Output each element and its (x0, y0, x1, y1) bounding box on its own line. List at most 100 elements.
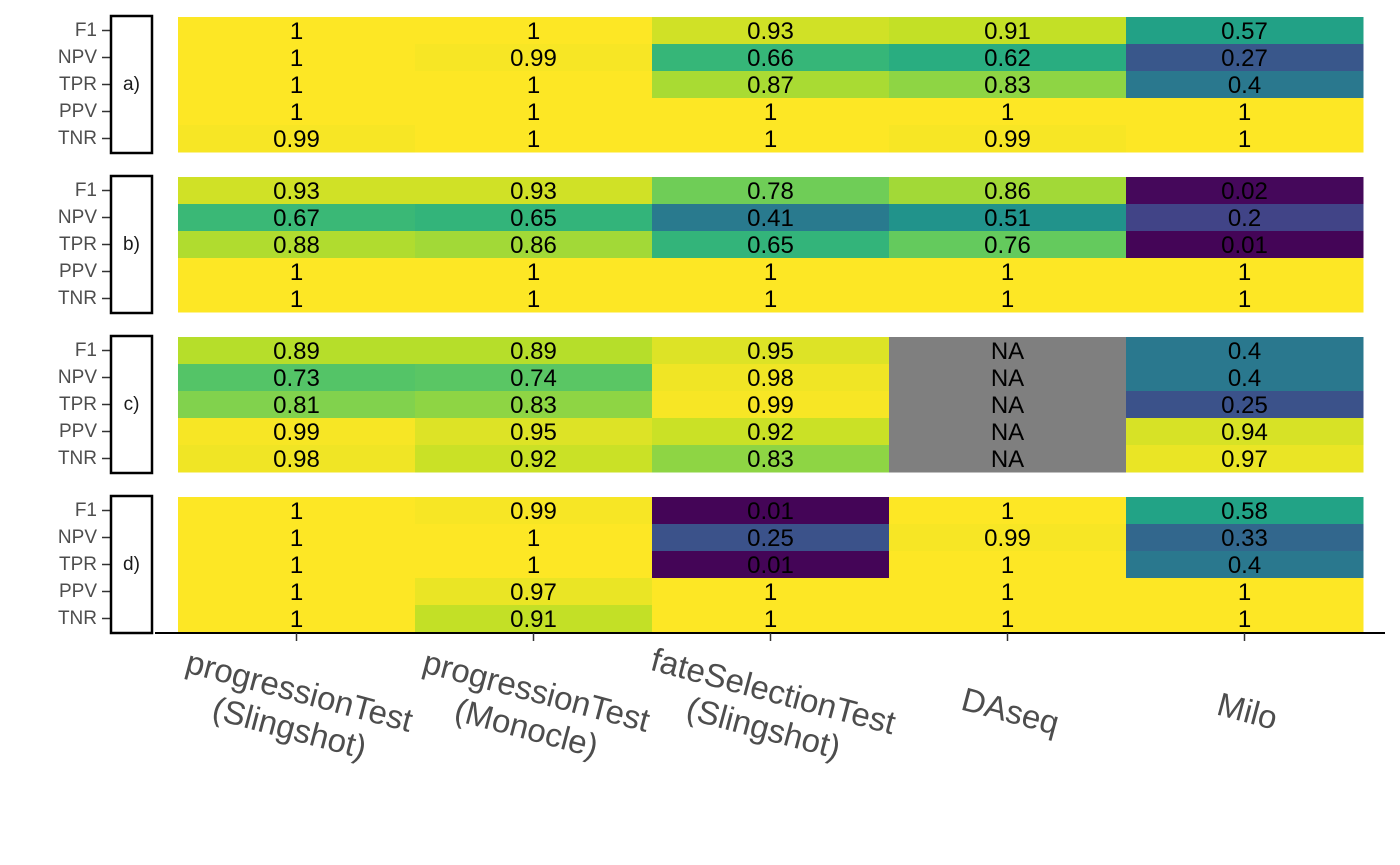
row-label: NPV (58, 367, 97, 388)
heatmap-cell (415, 551, 653, 579)
heatmap-cell (652, 418, 890, 446)
cell-value-label: 0.67 (273, 205, 320, 232)
cell-value-label: 0.93 (747, 18, 794, 45)
heatmap-cell (1126, 605, 1364, 633)
cell-value-label: 0.58 (1221, 498, 1268, 525)
x-tick-label: DAseq (958, 680, 1063, 741)
heatmap-cell (889, 551, 1127, 579)
heatmap-cell (889, 445, 1127, 473)
cell-value-label: 1 (290, 579, 303, 606)
cell-value-label: 1 (1238, 259, 1251, 286)
cell-value-label: 0.41 (747, 205, 794, 232)
panel-label: b) (123, 234, 140, 255)
heatmap-cell (415, 231, 653, 259)
heatmap-cell (889, 285, 1127, 313)
cell-value-label: 0.95 (747, 338, 794, 365)
heatmap-cell (652, 285, 890, 313)
row-label: NPV (58, 207, 97, 228)
cell-value-label: 1 (290, 606, 303, 633)
heatmap-cell (178, 524, 416, 552)
heatmap-cell (415, 418, 653, 446)
cell-value-label: 0.91 (510, 606, 557, 633)
heatmap-cell (652, 578, 890, 606)
heatmap-cell (178, 605, 416, 633)
cell-value-label: 1 (527, 525, 540, 552)
heatmap-cell (178, 71, 416, 99)
cell-value-label: 0.4 (1228, 365, 1261, 392)
cell-value-label: 0.89 (510, 338, 557, 365)
heatmap-cell (652, 524, 890, 552)
heatmap-cell (1126, 258, 1364, 286)
heatmap-cell (178, 177, 416, 205)
cell-value-label: 1 (290, 45, 303, 72)
heatmap-cell (178, 337, 416, 365)
row-label: NPV (58, 527, 97, 548)
cell-value-label: 1 (527, 99, 540, 126)
heatmap-cell (178, 285, 416, 313)
cell-value-label: 1 (764, 126, 777, 153)
row-label: TNR (58, 448, 97, 469)
heatmap-cell (415, 364, 653, 392)
row-label: TNR (58, 608, 97, 629)
cell-value-label: 0.4 (1228, 338, 1261, 365)
heatmap-cell (415, 391, 653, 419)
heatmap-cell (652, 44, 890, 72)
heatmap-cell (1126, 578, 1364, 606)
cell-value-label: 1 (1001, 259, 1014, 286)
cell-value-label: 1 (290, 72, 303, 99)
row-label: F1 (75, 500, 97, 521)
heatmap-cell (178, 418, 416, 446)
cell-value-label: 0.74 (510, 365, 557, 392)
cell-value-label: 0.92 (747, 419, 794, 446)
cell-value-label: 0.57 (1221, 18, 1268, 45)
heatmap-cell (889, 497, 1127, 525)
cell-value-label: 0.86 (510, 232, 557, 259)
cell-value-label: 1 (1238, 99, 1251, 126)
cell-value-label: 0.99 (510, 45, 557, 72)
heatmap-cell (415, 98, 653, 126)
heatmap-cell (1126, 364, 1364, 392)
heatmap-cell (415, 578, 653, 606)
heatmap-cell (178, 17, 416, 45)
cell-value-label: 0.25 (747, 525, 794, 552)
cell-value-label: 1 (1001, 579, 1014, 606)
cell-value-label: 0.86 (984, 178, 1031, 205)
cell-value-label: 1 (764, 259, 777, 286)
heatmap-cell (1126, 71, 1364, 99)
cell-value-label: 1 (1238, 579, 1251, 606)
heatmap-cell (415, 177, 653, 205)
cell-value-label: 0.62 (984, 45, 1031, 72)
heatmap-cell (652, 98, 890, 126)
cell-value-label: 1 (527, 552, 540, 579)
heatmap-cell (1126, 551, 1364, 579)
heatmap-cell (178, 204, 416, 232)
heatmap-cell (889, 17, 1127, 45)
panel-strip (109, 14, 154, 155)
heatmap-cell (652, 364, 890, 392)
cell-value-label: 1 (290, 525, 303, 552)
heatmap-cell (178, 497, 416, 525)
heatmap-cell (652, 71, 890, 99)
heatmap-cell (1126, 177, 1364, 205)
panel-b: 0.93 0.93 0.78 0.86 0.020.67 0.65 0.41 0.51 0.20… (58, 174, 1364, 315)
cell-value-label: 0.4 (1228, 552, 1261, 579)
cell-value-label: 0.81 (273, 392, 320, 419)
heatmap-cell (1126, 418, 1364, 446)
cell-value-label: 1 (290, 18, 303, 45)
cell-value-label: 0.99 (747, 392, 794, 419)
heatmap-cell (1126, 285, 1364, 313)
heatmap-cell (1126, 204, 1364, 232)
heatmap-cell (178, 125, 416, 153)
row-label: TNR (58, 288, 97, 309)
cell-value-label: 1 (1001, 286, 1014, 313)
heatmap-cell (889, 258, 1127, 286)
cell-value-label: 1 (1238, 606, 1251, 633)
cell-value-label: 0.94 (1221, 419, 1268, 446)
heatmap-cell (889, 98, 1127, 126)
heatmap-cell (1126, 17, 1364, 45)
cell-value-label: 0.83 (747, 446, 794, 473)
heatmap-cell (652, 204, 890, 232)
heatmap-cell (415, 497, 653, 525)
heatmap-cell (889, 177, 1127, 205)
heatmap-cell (178, 231, 416, 259)
